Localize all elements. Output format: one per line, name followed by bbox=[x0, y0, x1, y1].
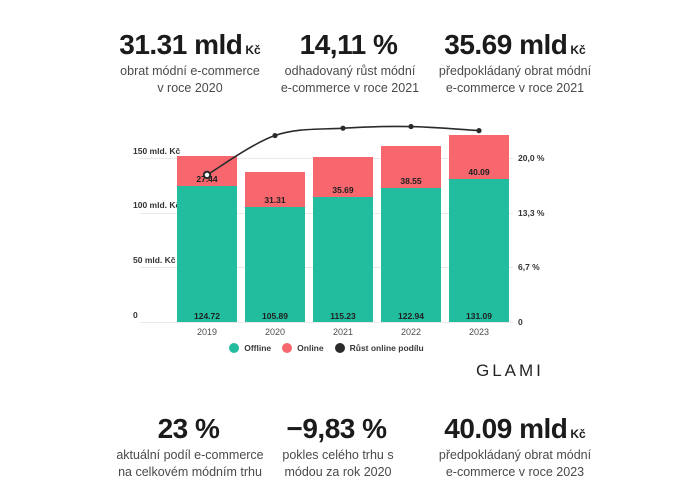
x-axis-label: 2021 bbox=[332, 326, 354, 337]
y-axis-label-right: 13,3 % bbox=[518, 207, 545, 218]
x-axis-label: 2020 bbox=[264, 326, 286, 337]
legend-item-offline: Offline bbox=[229, 343, 271, 353]
bar-online-value-label: 35.69 bbox=[332, 184, 354, 195]
bar-online-value-label: 27.44 bbox=[196, 174, 218, 185]
line-point bbox=[272, 132, 278, 139]
line-point bbox=[340, 125, 346, 131]
x-axis-label: 2019 bbox=[196, 326, 218, 337]
footer-stat-market-decline-2020: −9,83 % pokles celého trhu s módou za ro… bbox=[218, 414, 458, 481]
footer-stat-ecommerce-share: 23 % aktuální podíl e-commerce na celkov… bbox=[70, 414, 310, 481]
footer-stat-turnover-2023: 40.09 mld Kč předpokládaný obrat módní e-… bbox=[395, 414, 635, 481]
stat-number: 31.31 mld bbox=[119, 29, 243, 60]
header-stat-turnover-2021: 35.69 mld Kč předpokládaný obrat módní e-… bbox=[395, 30, 635, 97]
y-axis-label-right: 20,0 % bbox=[518, 153, 545, 163]
stat-unit: Kč bbox=[570, 43, 586, 57]
bar-online-value-label: 31.31 bbox=[264, 194, 286, 205]
stat-unit: Kč bbox=[570, 427, 586, 441]
legend-item-online: Online bbox=[282, 343, 324, 353]
line-point bbox=[476, 128, 482, 134]
offline-legend-dot-icon bbox=[229, 343, 240, 353]
y-axis-label-right: 0 bbox=[518, 317, 523, 327]
bar-online-value-label: 38.55 bbox=[400, 176, 422, 187]
stat-caption: aktuální podíl e-commerce na celkovém mó… bbox=[116, 448, 264, 479]
stat-caption: odhadovaný růst módní e-commerce v roce … bbox=[280, 64, 420, 95]
y-axis-label-left: 0 bbox=[133, 309, 138, 320]
online-legend-dot-icon bbox=[282, 343, 293, 353]
gridline bbox=[140, 322, 513, 323]
stat-caption: obrat módní e-commerce v roce 2020 bbox=[120, 64, 260, 95]
stat-value: 40.09 mld Kč bbox=[395, 414, 635, 444]
y-axis-label-right: 6,7 % bbox=[518, 262, 540, 273]
header-stat-growth-2021: 14,11 % odhadovaný růst módní e-commerce… bbox=[230, 30, 470, 97]
stat-value: 23 % bbox=[70, 414, 310, 444]
stat-number: 35.69 mld bbox=[444, 29, 568, 60]
stat-caption: pokles celého trhu s módou za rok 2020 bbox=[282, 448, 394, 479]
stat-number: 14,11 % bbox=[299, 29, 398, 60]
bar-offline-segment bbox=[245, 206, 305, 323]
bar-offline-segment bbox=[449, 179, 509, 323]
stat-number: 23 % bbox=[157, 413, 220, 444]
x-axis-label: 2023 bbox=[468, 326, 490, 337]
bar-offline-value-label: 131.09 bbox=[466, 310, 492, 321]
y-axis-label-left: 50 mld. Kč bbox=[133, 254, 176, 265]
line-legend-dot-icon bbox=[334, 343, 345, 353]
y-axis-label-left: 150 mld. Kč bbox=[133, 145, 181, 156]
legend-item-online-share-growth: Růst online podílu bbox=[334, 343, 424, 353]
bar-offline-value-label: 105.89 bbox=[262, 310, 288, 321]
stat-value: 31.31 mld Kč bbox=[70, 30, 310, 60]
y-axis-label-left: 100 mld. Kč bbox=[133, 200, 181, 211]
bar-offline-value-label: 122.94 bbox=[398, 310, 424, 321]
bar-offline-segment bbox=[177, 186, 237, 323]
stat-number: 40.09 mld bbox=[444, 413, 568, 444]
stat-value: −9,83 % bbox=[218, 414, 458, 444]
glami-logo: GLAMI bbox=[476, 361, 544, 380]
stat-caption: předpokládaný obrat módní e-commerce v r… bbox=[438, 448, 592, 479]
stat-value: 14,11 % bbox=[230, 30, 470, 60]
bar-offline-segment bbox=[313, 196, 373, 323]
stat-caption: předpokládaný obrat módní e-commerce v r… bbox=[438, 64, 592, 95]
x-axis-label: 2022 bbox=[400, 326, 422, 337]
bar-online-segment bbox=[245, 172, 305, 207]
stat-value: 35.69 mld Kč bbox=[395, 30, 635, 60]
bar-offline-value-label: 115.23 bbox=[330, 310, 356, 321]
bar-offline-segment bbox=[381, 188, 441, 323]
stat-unit: Kč bbox=[245, 43, 261, 57]
bar-online-value-label: 40.09 bbox=[468, 167, 490, 178]
header-stat-turnover-2020: 31.31 mld Kč obrat módní e-commerce v roc… bbox=[70, 30, 310, 97]
chart-legend: Offline Online Růst online podílu bbox=[140, 343, 513, 353]
bar-offline-value-label: 124.72 bbox=[194, 310, 220, 321]
stat-number: −9,83 % bbox=[286, 413, 387, 444]
line-point bbox=[408, 123, 414, 130]
